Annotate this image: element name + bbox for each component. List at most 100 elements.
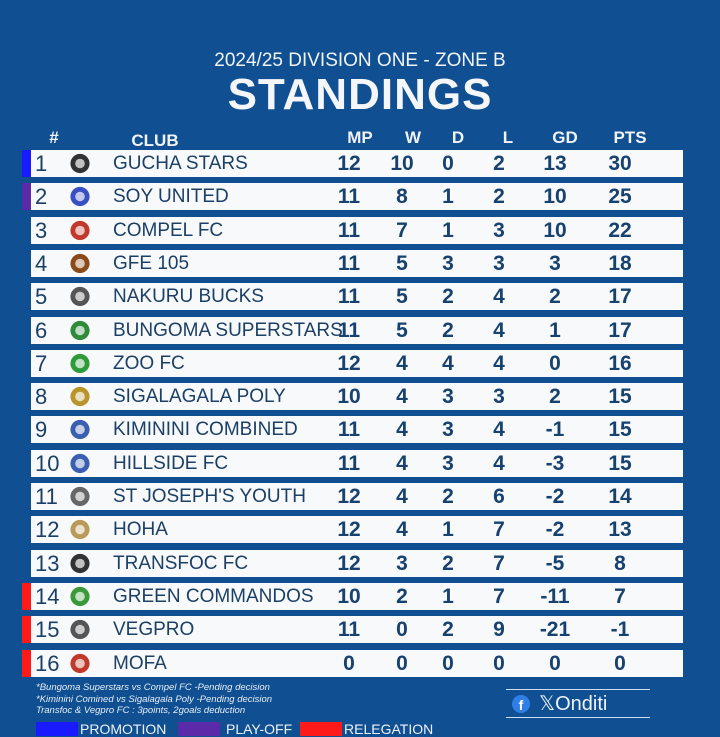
col-rank: # bbox=[49, 128, 59, 147]
stat-mp: 12 bbox=[337, 551, 361, 575]
legend: PROMOTION PLAY-OFF RELEGATION bbox=[0, 721, 720, 737]
table-row: 9 KIMININI COMBINED 11 4 3 4 -1 15 bbox=[31, 416, 683, 444]
stat-gd: -5 bbox=[545, 551, 565, 575]
rank: 14 bbox=[35, 583, 60, 609]
rank: 16 bbox=[35, 650, 60, 676]
stat-mp: 12 bbox=[337, 152, 361, 175]
table-row: 3 COMPEL FC 11 7 1 3 10 22 bbox=[31, 216, 683, 244]
status-bar-play-off bbox=[22, 183, 31, 211]
status-bar-relegation bbox=[22, 582, 31, 610]
table-row: 12 HOHA 12 4 1 7 -2 13 bbox=[31, 516, 683, 544]
club-name: GREEN COMMANDOS bbox=[113, 585, 314, 607]
rank: 1 bbox=[35, 151, 48, 176]
stat-mp: 11 bbox=[337, 218, 361, 242]
table-row: 7 ZOO FC 12 4 4 4 0 16 bbox=[31, 349, 683, 377]
legend-swatch-playoff bbox=[178, 722, 220, 736]
stat-d: 4 bbox=[442, 351, 454, 375]
stat-gd: 13 bbox=[543, 152, 567, 175]
club-crest-icon bbox=[70, 420, 90, 440]
stat-l: 3 bbox=[493, 251, 505, 275]
club-crest-icon bbox=[70, 187, 90, 207]
stat-mp: 11 bbox=[337, 185, 361, 209]
club-crest-icon bbox=[70, 653, 90, 673]
social-handle: f 𝕏Onditi bbox=[506, 689, 650, 718]
stat-w: 4 bbox=[396, 518, 408, 542]
rank: 8 bbox=[35, 384, 48, 410]
stat-gd: 10 bbox=[543, 218, 567, 242]
stat-w: 4 bbox=[396, 351, 408, 375]
col-d: D bbox=[451, 128, 465, 147]
club-name: TRANSFOC FC bbox=[113, 552, 249, 574]
rank: 4 bbox=[35, 250, 48, 276]
stat-l: 4 bbox=[493, 418, 505, 442]
page-title: STANDINGS bbox=[227, 70, 493, 119]
club-crest-icon bbox=[70, 153, 90, 174]
col-gd: GD bbox=[552, 128, 578, 147]
x-handle: 𝕏Onditi bbox=[539, 693, 608, 715]
stat-gd: 10 bbox=[543, 185, 567, 209]
table-row: 16 MOFA 0 0 0 0 0 0 bbox=[22, 649, 683, 677]
stat-d: 3 bbox=[442, 385, 454, 409]
club-crest-icon bbox=[70, 520, 90, 540]
club-name: VEGPRO bbox=[113, 619, 195, 641]
stat-d: 2 bbox=[442, 618, 454, 642]
col-mp: MP bbox=[347, 128, 373, 147]
stat-w: 0 bbox=[396, 651, 408, 675]
stat-w: 5 bbox=[396, 318, 408, 342]
stat-pts: 18 bbox=[608, 251, 632, 275]
stat-w: 8 bbox=[396, 185, 408, 209]
stat-mp: 11 bbox=[337, 318, 361, 342]
rank: 3 bbox=[35, 217, 48, 243]
stat-d: 1 bbox=[442, 584, 454, 608]
table-row: 10 HILLSIDE FC 11 4 3 4 -3 15 bbox=[31, 449, 683, 477]
club-crest-icon bbox=[70, 586, 90, 606]
stat-pts: 17 bbox=[608, 285, 632, 309]
stat-gd: 0 bbox=[549, 651, 561, 675]
col-w: W bbox=[404, 128, 422, 147]
club-crest-icon bbox=[70, 620, 90, 640]
stat-w: 4 bbox=[396, 418, 408, 442]
stat-d: 2 bbox=[442, 318, 454, 342]
club-crest-icon bbox=[70, 553, 90, 573]
club-crest-icon bbox=[70, 387, 90, 407]
stat-l: 4 bbox=[493, 351, 505, 375]
stat-w: 4 bbox=[396, 485, 408, 508]
rank: 15 bbox=[35, 617, 60, 643]
stat-w: 4 bbox=[396, 451, 408, 475]
rank: 13 bbox=[35, 550, 60, 576]
stat-gd: 0 bbox=[549, 351, 561, 375]
stat-d: 2 bbox=[442, 285, 454, 309]
club-name: SIGALAGALA POLY bbox=[113, 386, 286, 408]
stat-w: 10 bbox=[390, 152, 414, 175]
table-row: 2 SOY UNITED 11 8 1 2 10 25 bbox=[22, 183, 683, 211]
club-name: KIMININI COMBINED bbox=[113, 419, 298, 441]
club-name: ZOO FC bbox=[113, 352, 185, 374]
legend-label-promotion: PROMOTION bbox=[80, 721, 167, 737]
club-name: HILLSIDE FC bbox=[113, 452, 229, 474]
rank: 6 bbox=[35, 317, 48, 343]
stat-pts: 7 bbox=[614, 584, 626, 608]
stat-pts: -1 bbox=[610, 618, 630, 642]
stat-l: 7 bbox=[493, 518, 505, 542]
stat-pts: 15 bbox=[608, 451, 632, 475]
stat-d: 0 bbox=[442, 152, 454, 175]
club-crest-icon bbox=[70, 486, 90, 507]
stat-pts: 0 bbox=[614, 651, 626, 675]
club-name: GFE 105 bbox=[113, 252, 190, 274]
table-header: # CLUB MP W D L GD PTS bbox=[0, 128, 720, 150]
rank: 9 bbox=[35, 417, 48, 443]
stat-l: 7 bbox=[493, 551, 505, 575]
stat-l: 3 bbox=[493, 385, 505, 409]
rank: 12 bbox=[35, 517, 60, 543]
col-club: CLUB bbox=[131, 131, 179, 150]
stat-mp: 11 bbox=[337, 618, 361, 642]
stat-l: 2 bbox=[493, 185, 505, 209]
note: Transfoc & Vegpro FC : 3points, 2goals d… bbox=[36, 705, 246, 716]
stat-mp: 11 bbox=[337, 251, 361, 275]
stat-gd: 2 bbox=[549, 285, 561, 309]
stat-gd: -2 bbox=[545, 518, 565, 542]
stat-mp: 12 bbox=[337, 351, 361, 375]
stat-w: 4 bbox=[396, 385, 408, 409]
club-name: NAKURU BUCKS bbox=[113, 286, 264, 308]
stat-mp: 10 bbox=[337, 584, 361, 608]
